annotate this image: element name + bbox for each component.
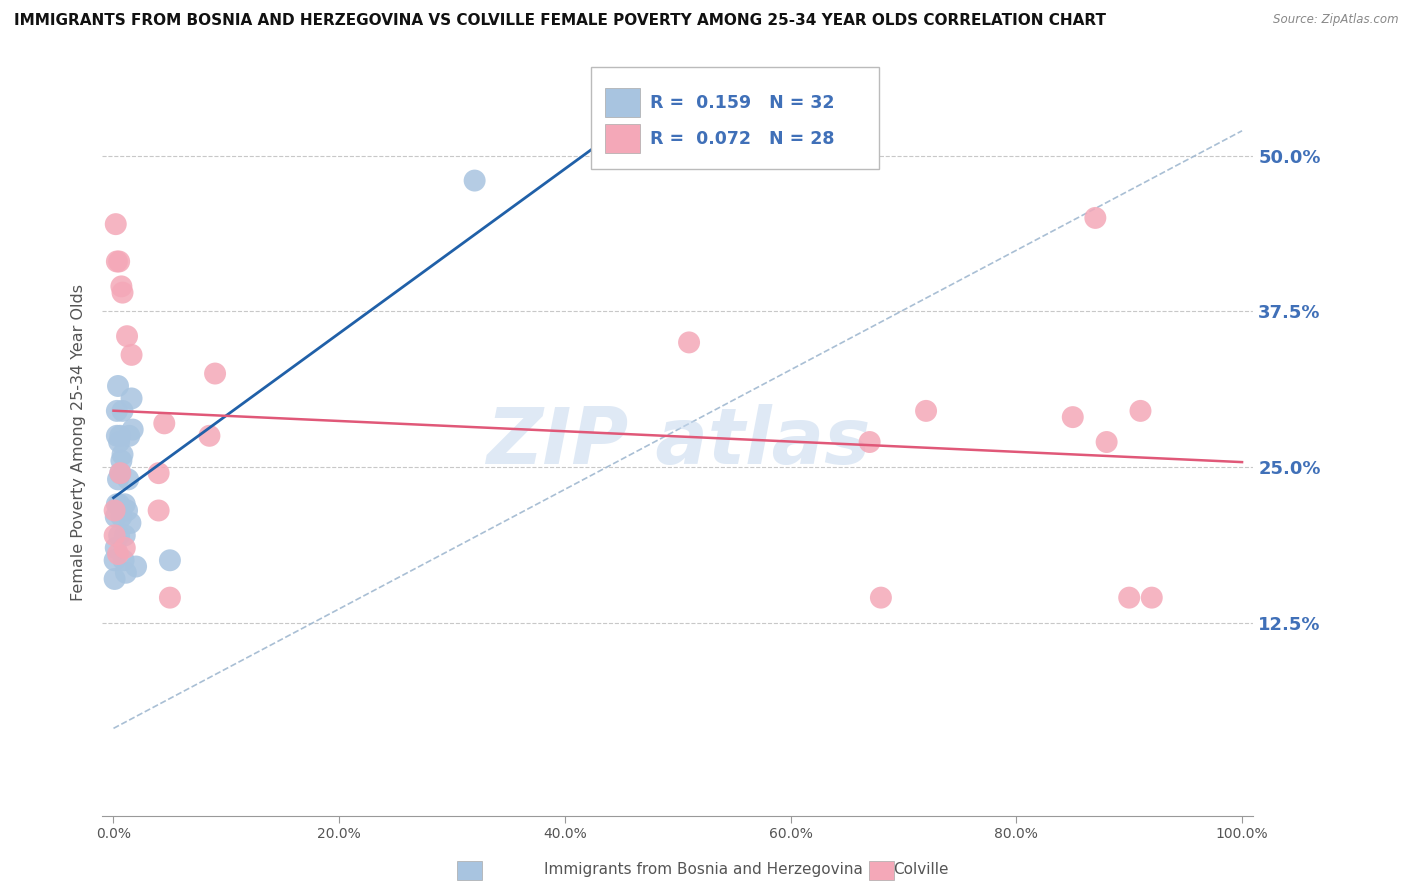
Point: [125, 559, 148, 574]
Point: [110, 279, 132, 293]
Point: [121, 348, 143, 362]
Point: [110, 466, 132, 480]
Point: [120, 516, 142, 530]
Point: [108, 435, 131, 450]
Point: [110, 509, 132, 524]
Point: [110, 466, 132, 480]
Text: IMMIGRANTS FROM BOSNIA AND HERZEGOVINA VS COLVILLE FEMALE POVERTY AMONG 25-34 YE: IMMIGRANTS FROM BOSNIA AND HERZEGOVINA V…: [14, 13, 1107, 29]
Point: [148, 466, 170, 480]
Point: [204, 367, 226, 381]
Point: [104, 217, 127, 231]
Point: [1095, 435, 1118, 450]
Point: [610, 149, 633, 163]
Text: R =  0.159   N = 32: R = 0.159 N = 32: [650, 95, 834, 112]
Point: [111, 447, 134, 461]
Point: [104, 528, 127, 542]
Point: [114, 541, 136, 555]
Point: [1140, 591, 1163, 605]
Point: [1129, 404, 1152, 418]
Point: [105, 404, 128, 418]
Point: [110, 453, 132, 467]
Point: [114, 528, 136, 542]
Text: Source: ZipAtlas.com: Source: ZipAtlas.com: [1274, 13, 1399, 27]
Point: [121, 392, 143, 406]
Text: R =  0.072   N = 28: R = 0.072 N = 28: [650, 130, 834, 148]
Point: [110, 429, 132, 443]
Point: [115, 566, 138, 580]
Point: [107, 379, 129, 393]
Point: [108, 497, 131, 511]
Point: [105, 497, 128, 511]
Point: [108, 254, 131, 268]
Point: [859, 435, 882, 450]
Point: [153, 417, 176, 431]
Point: [198, 429, 221, 443]
Point: [118, 429, 141, 443]
Y-axis label: Female Poverty Among 25-34 Year Olds: Female Poverty Among 25-34 Year Olds: [72, 284, 86, 600]
Point: [104, 509, 127, 524]
Point: [1118, 591, 1140, 605]
Point: [112, 553, 135, 567]
Text: Immigrants from Bosnia and Herzegovina: Immigrants from Bosnia and Herzegovina: [544, 863, 862, 877]
Point: [104, 553, 127, 567]
Point: [117, 472, 139, 486]
Point: [148, 503, 170, 517]
Point: [105, 254, 128, 268]
Point: [159, 591, 181, 605]
Point: [915, 404, 938, 418]
Point: [108, 528, 131, 542]
Point: [104, 572, 127, 586]
Point: [111, 404, 134, 418]
Point: [1084, 211, 1107, 225]
Point: [105, 429, 128, 443]
Point: [115, 503, 138, 517]
Point: [104, 541, 127, 555]
Point: [121, 423, 143, 437]
Point: [107, 547, 129, 561]
Point: [104, 503, 127, 517]
Point: [115, 329, 138, 343]
Point: [1062, 410, 1084, 425]
Text: Colville: Colville: [893, 863, 949, 877]
Point: [111, 285, 134, 300]
Point: [464, 173, 486, 187]
Text: ZIP atlas: ZIP atlas: [485, 404, 870, 480]
Point: [870, 591, 893, 605]
Point: [678, 335, 700, 350]
Point: [114, 497, 136, 511]
Point: [159, 553, 181, 567]
Point: [107, 472, 129, 486]
